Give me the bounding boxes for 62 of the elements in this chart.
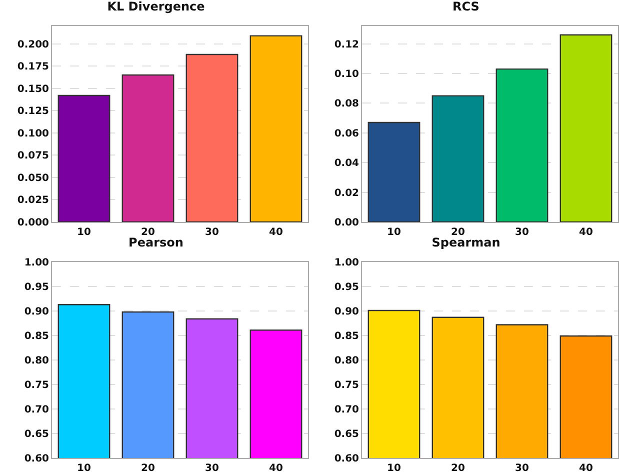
y-tick-label: 0.85 bbox=[24, 331, 50, 342]
y-tick-label: 0.75 bbox=[24, 380, 50, 391]
chart-title: Pearson bbox=[128, 235, 184, 250]
y-tick-label: 0.00 bbox=[334, 218, 360, 228]
y-tick-label: 0.10 bbox=[334, 69, 360, 80]
y-tick-label: 0.12 bbox=[334, 39, 360, 50]
chart-title: RCS bbox=[452, 0, 480, 14]
y-tick-label: 0.125 bbox=[17, 106, 50, 118]
x-tick-label: 20 bbox=[141, 463, 155, 473]
y-tick-label: 0.04 bbox=[334, 158, 360, 170]
y-tick-label: 0.075 bbox=[17, 150, 50, 162]
y-tick-label: 0.95 bbox=[334, 282, 360, 293]
y-tick-label: 0.80 bbox=[334, 356, 360, 366]
y-tick-label: 0.85 bbox=[334, 331, 360, 342]
y-tick-label: 0.70 bbox=[24, 404, 50, 416]
y-tick-label: 0.000 bbox=[17, 218, 50, 228]
y-tick-label: 0.02 bbox=[334, 188, 360, 199]
y-tick-label: 0.150 bbox=[17, 84, 50, 95]
y-tick-label: 0.95 bbox=[24, 282, 50, 293]
bar bbox=[250, 35, 302, 222]
bar bbox=[432, 95, 484, 222]
y-tick-label: 0.025 bbox=[17, 195, 50, 206]
x-tick-label: 40 bbox=[269, 463, 283, 473]
bar bbox=[58, 94, 110, 222]
x-tick-label: 10 bbox=[387, 463, 401, 473]
x-tick-label: 40 bbox=[579, 463, 593, 473]
y-tick-label: 0.08 bbox=[334, 98, 360, 110]
x-tick-label: 20 bbox=[141, 227, 155, 238]
y-tick-label: 0.60 bbox=[334, 454, 360, 464]
x-tick-label: 20 bbox=[451, 463, 465, 473]
y-tick-label: 1.00 bbox=[24, 258, 50, 268]
bar bbox=[368, 122, 420, 222]
x-tick-label: 40 bbox=[269, 227, 283, 238]
y-tick-label: 0.06 bbox=[334, 128, 360, 140]
bar bbox=[122, 74, 174, 222]
x-tick-label: 20 bbox=[451, 227, 465, 238]
chart-title: KL Divergence bbox=[107, 0, 205, 14]
x-tick-label: 10 bbox=[77, 463, 91, 473]
y-tick-label: 1.00 bbox=[334, 258, 360, 268]
x-tick-label: 10 bbox=[387, 227, 401, 238]
y-tick-label: 0.90 bbox=[24, 306, 50, 318]
y-tick-label: 0.050 bbox=[17, 172, 50, 184]
x-tick-label: 10 bbox=[77, 227, 91, 238]
bar bbox=[186, 54, 238, 222]
y-tick-label: 0.175 bbox=[17, 62, 50, 73]
x-tick-label: 30 bbox=[515, 463, 529, 473]
y-tick-label: 0.75 bbox=[334, 380, 360, 391]
bar bbox=[560, 34, 612, 222]
x-tick-label: 30 bbox=[205, 463, 219, 473]
y-tick-label: 0.65 bbox=[24, 429, 50, 440]
chart-title: Spearman bbox=[432, 235, 500, 250]
x-tick-label: 40 bbox=[579, 227, 593, 238]
y-tick-label: 0.70 bbox=[334, 404, 360, 416]
y-tick-label: 0.90 bbox=[334, 306, 360, 318]
y-tick-label: 0.100 bbox=[17, 128, 50, 140]
x-tick-label: 30 bbox=[515, 227, 529, 238]
bar bbox=[496, 68, 548, 222]
y-tick-label: 0.60 bbox=[24, 454, 50, 464]
y-tick-label: 0.65 bbox=[334, 429, 360, 440]
y-tick-label: 0.80 bbox=[24, 356, 50, 366]
y-tick-label: 0.200 bbox=[17, 39, 50, 50]
x-tick-label: 30 bbox=[205, 227, 219, 238]
